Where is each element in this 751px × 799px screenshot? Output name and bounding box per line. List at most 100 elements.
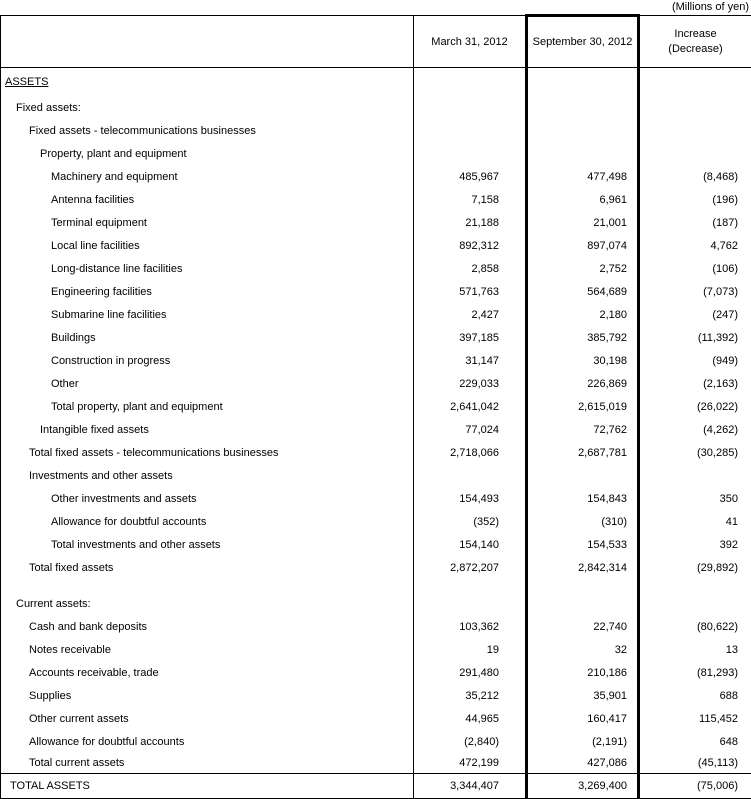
value-increase: [639, 68, 751, 97]
row-label: Terminal equipment: [0, 211, 414, 235]
table-row: Accounts receivable, trade 291,480 210,1…: [0, 661, 751, 685]
value-september: 427,086: [525, 753, 640, 774]
value-increase: (7,073): [703, 286, 738, 298]
row-label: Notes receivable: [0, 638, 414, 662]
table-row: Total fixed assets 2,872,207 2,842,314 (…: [0, 556, 751, 580]
row-label: Other investments and assets: [0, 487, 414, 511]
value-september: 72,762: [525, 418, 640, 442]
unit-note: (Millions of yen): [671, 1, 749, 13]
value-increase: 115,452: [699, 713, 738, 725]
value-march: 31,147: [465, 355, 499, 367]
value-september: [525, 142, 640, 166]
table-row: Intangible fixed assets 77,024 72,762 (4…: [0, 418, 751, 442]
value-september: 477,498: [525, 165, 640, 189]
value-increase: [639, 120, 751, 143]
row-label: Current assets:: [0, 592, 414, 616]
value-september: 210,186: [525, 661, 640, 685]
row-label: Fixed assets:: [0, 96, 414, 120]
header-label-empty: [0, 15, 414, 68]
value-september: [525, 96, 640, 120]
value-march: 397,185: [459, 332, 499, 344]
value-increase: (2,163): [703, 378, 738, 390]
table-row: ASSETS: [0, 67, 751, 97]
table-row: Other current assets 44,965 160,417 115,…: [0, 707, 751, 731]
value-march: [414, 68, 527, 97]
value-september: 32: [525, 638, 640, 662]
value-march: 7,158: [471, 194, 499, 206]
row-label: Construction in progress: [0, 349, 414, 373]
value-increase: (45,113): [697, 757, 738, 770]
table-row: Notes receivable 19 32 13: [0, 638, 751, 662]
value-march: [414, 593, 527, 616]
value-march: 3,344,407: [450, 779, 499, 792]
value-march: 2,641,042: [450, 401, 499, 413]
row-label: Fixed assets - telecommunications busine…: [0, 119, 414, 143]
column-header-september: September 30, 2012: [525, 14, 640, 68]
value-increase: 4,762: [710, 240, 738, 252]
value-september: 2,687,781: [525, 441, 640, 465]
value-september: 6,961: [525, 188, 640, 212]
row-label: Submarine line facilities: [0, 303, 414, 327]
header-row: March 31, 2012 September 30, 2012 Increa…: [0, 14, 751, 68]
row-label: Other: [0, 372, 414, 396]
value-march: 154,140: [459, 539, 499, 551]
value-september: (2,191): [525, 730, 640, 754]
value-march: 154,493: [459, 493, 499, 505]
table-row: Fixed assets:: [0, 96, 751, 120]
value-september: [525, 464, 640, 488]
table-row: Terminal equipment 21,188 21,001 (187): [0, 211, 751, 235]
row-label: Accounts receivable, trade: [0, 661, 414, 685]
value-march: 485,967: [459, 171, 499, 183]
value-september: 2,842,314: [525, 556, 640, 580]
value-march: 571,763: [459, 286, 499, 298]
table-row: Machinery and equipment 485,967 477,498 …: [0, 165, 751, 189]
table-row: Total current assets 472,199 427,086 (45…: [0, 753, 751, 774]
value-march: 35,212: [465, 690, 499, 702]
row-label: Intangible fixed assets: [0, 418, 414, 442]
table-row: Allowance for doubtful accounts (352) (3…: [0, 510, 751, 534]
row-label: Antenna facilities: [0, 188, 414, 212]
value-increase: (30,285): [697, 447, 738, 459]
row-label: Total current assets: [0, 753, 414, 774]
value-increase: (75,006): [697, 779, 738, 792]
value-march: 291,480: [459, 667, 499, 679]
row-label: Machinery and equipment: [0, 165, 414, 189]
value-march: 472,199: [459, 757, 499, 770]
row-label: Long-distance line facilities: [0, 257, 414, 281]
value-march: [414, 465, 527, 488]
table-row: Submarine line facilities 2,427 2,180 (2…: [0, 303, 751, 327]
table-row: Investments and other assets: [0, 464, 751, 488]
value-increase: (187): [712, 217, 738, 229]
value-increase: (949): [712, 355, 738, 367]
value-september: 2,180: [525, 303, 640, 327]
table-row: Total fixed assets - telecommunications …: [0, 441, 751, 465]
value-september: (310): [525, 510, 640, 534]
table-row: Long-distance line facilities 2,858 2,75…: [0, 257, 751, 281]
table-row: Construction in progress 31,147 30,198 (…: [0, 349, 751, 373]
value-march: [414, 143, 527, 166]
value-march: 21,188: [465, 217, 499, 229]
row-label: Buildings: [0, 326, 414, 350]
value-march: 2,872,207: [450, 562, 499, 574]
value-increase: [639, 143, 751, 166]
table-row: Total property, plant and equipment 2,64…: [0, 395, 751, 419]
value-september: 564,689: [525, 280, 640, 304]
value-increase: 392: [719, 539, 738, 551]
row-label: Supplies: [0, 684, 414, 708]
table-row: Current assets:: [0, 592, 751, 616]
table-row: Other investments and assets 154,493 154…: [0, 487, 751, 511]
table-row: Allowance for doubtful accounts (2,840) …: [0, 730, 751, 754]
value-september: 2,615,019: [525, 395, 640, 419]
value-september: 21,001: [525, 211, 640, 235]
value-increase: 648: [719, 736, 738, 748]
value-september: 3,269,400: [525, 773, 640, 799]
row-label: Property, plant and equipment: [0, 142, 414, 166]
section-title-assets: ASSETS: [5, 76, 49, 89]
value-september: 154,843: [525, 487, 640, 511]
value-increase: (247): [712, 309, 738, 321]
row-label: Total fixed assets: [0, 556, 414, 580]
table-row: Antenna facilities 7,158 6,961 (196): [0, 188, 751, 212]
row-label: Investments and other assets: [0, 464, 414, 488]
table-row: Cash and bank deposits 103,362 22,740 (8…: [0, 615, 751, 639]
